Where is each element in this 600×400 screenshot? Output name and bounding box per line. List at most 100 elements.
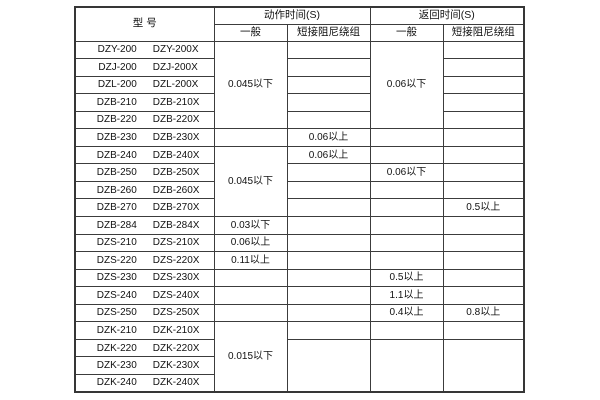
- model-name-variant: DZS-250X: [152, 307, 200, 319]
- action-damped-cell: 0.06以上: [286, 128, 371, 147]
- model-name-pair: DZL-200 DZL-200X: [76, 79, 213, 91]
- table-row: DZB-240 DZB-240X 0.045以下 0.06以上: [74, 145, 525, 217]
- model-name-variant: DZK-230X: [152, 360, 200, 372]
- model-name-variant: DZB-220X: [152, 114, 200, 126]
- action-damped-cell: [286, 251, 371, 270]
- model-name-pair: DZK-240 DZK-240X: [76, 377, 213, 389]
- return-damped-cell: 0.5以上: [442, 198, 525, 217]
- model-cell: DZS-250 DZS-250X: [74, 303, 215, 323]
- model-name-base: DZB-220: [96, 114, 137, 126]
- model-name-base: DZS-230: [96, 272, 137, 284]
- action-general-header: 一般: [213, 23, 288, 42]
- model-name-base: DZS-210: [96, 237, 137, 249]
- return-general-cell: [369, 233, 444, 253]
- action-damped-cell: [286, 58, 371, 77]
- model-name-base: DZJ-200: [98, 61, 137, 73]
- action-damped-cell: [286, 163, 371, 182]
- model-name-pair: DZS-230 DZS-230X: [76, 272, 213, 284]
- model-name-pair: DZK-210 DZK-210X: [76, 325, 213, 337]
- model-name-pair: DZS-220 DZS-220X: [76, 254, 213, 266]
- model-name-variant: DZB-230X: [152, 132, 200, 143]
- return-general-cell: [369, 338, 444, 393]
- model-name-variant: DZB-250X: [152, 167, 200, 179]
- action-general-cell: [213, 286, 288, 305]
- action-general-cell: 0.03以下: [213, 215, 288, 235]
- action-damped-cell: [286, 180, 371, 200]
- return-general-cell: [369, 215, 444, 235]
- model-name-variant: DZB-270X: [152, 202, 200, 214]
- model-name-variant: DZK-240X: [152, 377, 200, 389]
- action-general-cell: 0.045以下: [213, 40, 288, 130]
- return-damped-cell: [442, 251, 525, 270]
- action-damped-cell: [286, 286, 371, 305]
- model-name-pair: DZB-250 DZB-250X: [76, 167, 213, 179]
- return-damped-cell: [442, 75, 525, 95]
- return-damped-cell: [442, 321, 525, 340]
- return-damped-cell: [442, 180, 525, 200]
- table-row: DZS-250 DZS-250X 0.4以上 0.8以上: [74, 303, 525, 323]
- model-name-variant: DZB-210X: [152, 96, 200, 108]
- model-name-base: DZS-220: [96, 254, 137, 266]
- model-cell: DZB-260 DZB-260X: [74, 180, 215, 200]
- model-name-base: DZS-250: [96, 307, 137, 319]
- return-general-cell: [369, 321, 444, 340]
- return-damped-cell: [442, 145, 525, 165]
- model-name-pair: DZY-200 DZY-200X: [76, 44, 213, 56]
- action-damped-cell: [286, 215, 371, 235]
- model-cell: DZB-210 DZB-210X: [74, 93, 215, 112]
- return-general-cell: 0.5以上: [369, 268, 444, 288]
- return-time-header: 返回时间(S): [369, 6, 525, 25]
- model-name-pair: DZB-284 DZB-284X: [76, 219, 213, 231]
- model-name-base: DZK-230: [96, 360, 137, 372]
- table-row: DZS-230 DZS-230X 0.5以上: [74, 268, 525, 288]
- table-body: DZY-200 DZY-200X 0.045以下 0.06以下 DZJ-200 DZJ-2…: [74, 40, 525, 393]
- model-name-pair: DZS-210 DZS-210X: [76, 237, 213, 249]
- model-name-base: DZB-284: [96, 219, 137, 231]
- table-row: DZK-210 DZK-210X 0.015以下: [74, 321, 525, 393]
- model-cell: DZB-230 DZB-230X: [74, 128, 215, 147]
- model-name-pair: DZB-270 DZB-270X: [76, 202, 213, 214]
- table-row: DZL-200 DZL-200X: [74, 75, 525, 95]
- action-damped-cell: [286, 303, 371, 323]
- model-name-base: DZB-230: [96, 132, 137, 143]
- model-name-base: DZS-240: [96, 289, 137, 301]
- model-name-variant: DZL-200X: [152, 79, 199, 91]
- return-general-cell: [369, 145, 444, 165]
- return-general-header: 一般: [369, 23, 444, 42]
- model-name-variant: DZK-210X: [152, 325, 200, 337]
- action-general-cell: 0.015以下: [213, 321, 288, 393]
- table-row: DZB-210 DZB-210X: [74, 93, 525, 112]
- table-row: DZS-210 DZS-210X 0.06以上: [74, 233, 525, 253]
- return-general-cell: 0.4以上: [369, 303, 444, 323]
- model-cell: DZB-240 DZB-240X: [74, 145, 215, 165]
- return-general-cell: 0.06以下: [369, 163, 444, 182]
- model-cell: DZB-220 DZB-220X: [74, 110, 215, 130]
- action-damped-cell: [286, 93, 371, 112]
- table-row: DZS-240 DZS-240X 1.1以上: [74, 286, 525, 305]
- table-row: DZB-230 DZB-230X 0.06以上: [74, 128, 525, 147]
- model-cell: DZS-210 DZS-210X: [74, 233, 215, 253]
- model-name-base: DZB-260: [96, 184, 137, 196]
- table-row: DZJ-200 DZJ-200X: [74, 58, 525, 77]
- action-general-cell: 0.06以上: [213, 233, 288, 253]
- model-name-variant: DZS-240X: [152, 289, 200, 301]
- model-column-header: 型 号: [74, 6, 215, 42]
- return-general-cell: [369, 251, 444, 270]
- return-general-cell: 0.06以下: [369, 40, 444, 130]
- model-name-pair: DZB-260 DZB-260X: [76, 184, 213, 196]
- table-row: DZK-220 DZK-220X: [74, 338, 525, 393]
- table-row: DZB-260 DZB-260X: [74, 180, 525, 200]
- model-name-base: DZY-200: [97, 44, 137, 56]
- action-general-cell: [213, 268, 288, 288]
- model-cell: DZS-230 DZS-230X: [74, 268, 215, 288]
- model-name-variant: DZY-200X: [152, 44, 199, 56]
- return-damped-cell: [442, 163, 525, 182]
- action-damped-cell: [286, 268, 371, 288]
- return-damped-cell: [442, 215, 525, 235]
- action-damped-winding-header: 短接阻尼绕组: [286, 23, 371, 42]
- model-name-pair: DZB-240 DZB-240X: [76, 150, 213, 161]
- action-damped-cell: [286, 110, 371, 130]
- model-cell: DZB-250 DZB-250X: [74, 163, 215, 182]
- model-name-variant: DZS-210X: [152, 237, 200, 249]
- return-damped-cell: 0.8以上: [442, 303, 525, 323]
